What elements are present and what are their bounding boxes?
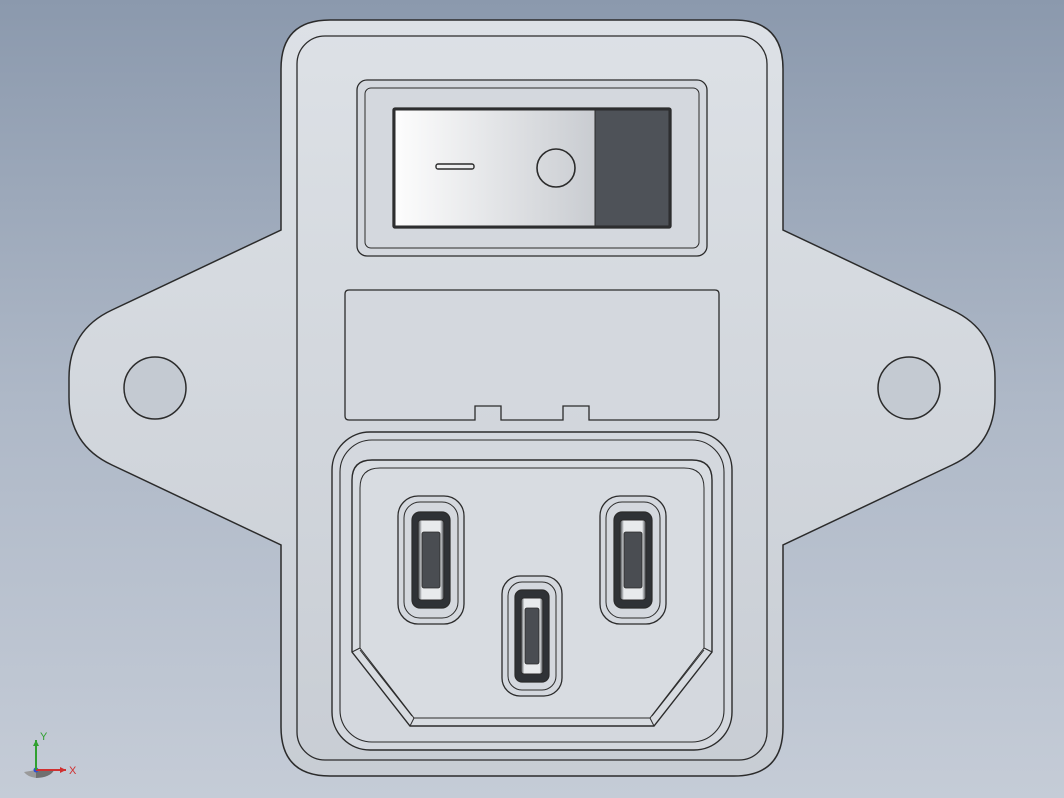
cad-model-render: [0, 0, 1064, 798]
line-pin: [398, 496, 464, 624]
mounting-hole-right: [878, 357, 940, 419]
mounting-hole-left: [124, 357, 186, 419]
axis-origin-icon: [36, 770, 54, 778]
view-axis-triad[interactable]: X Y: [18, 728, 88, 788]
earth-pin: [502, 576, 562, 696]
cad-viewport[interactable]: X Y: [0, 0, 1064, 798]
rocker-off-side: [395, 110, 595, 226]
neutral-pin: [600, 496, 666, 624]
rocker-on-side: [595, 110, 669, 226]
x-axis-label: X: [69, 765, 77, 777]
y-axis-label: Y: [40, 731, 48, 743]
fuse-drawer: [345, 290, 719, 420]
